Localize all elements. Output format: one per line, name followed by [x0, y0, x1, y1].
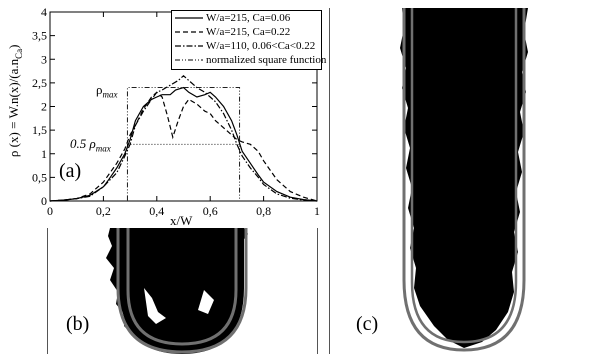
series-line — [49, 74, 318, 202]
y-tick-label: 4 — [41, 5, 47, 19]
legend-entry: W/a=215, Ca=0.06 — [172, 11, 321, 25]
series-line — [49, 91, 318, 202]
x-tick-label: 0,8 — [256, 204, 271, 218]
y-tick-label: 3 — [41, 52, 47, 66]
y-tick-label: 2 — [41, 100, 47, 114]
x-tick-label: 0,4 — [149, 204, 164, 218]
x-tick-label: 0 — [47, 204, 53, 218]
panel-label-a: (a) — [59, 160, 82, 182]
series-line — [50, 87, 317, 202]
panel-label-c: (c) — [356, 313, 379, 335]
finger-image-b — [106, 228, 248, 354]
legend-entry: W/a=215, Ca=0.22 — [172, 25, 321, 39]
profile-chart: 0 0,2 0,4 0,6 0,8 1 0 0,5 1 1,5 2 2,5 3 3,5 4 — [32, 5, 320, 218]
legend-label: W/a=215, Ca=0.06 — [206, 12, 291, 24]
x-tick-label: 1 — [314, 204, 320, 218]
series-line — [49, 86, 318, 202]
rho-max-annotation: ρmax — [96, 82, 118, 100]
y-tick-label: 0,5 — [32, 170, 47, 184]
y-axis-label: ρ (x) = W.n(x)/(a.nCa) — [6, 44, 24, 158]
finger-image-c — [400, 8, 528, 352]
legend-entry: W/a=110, 0.06<Ca<0.22 — [172, 39, 321, 53]
y-tick-label: 3,5 — [32, 29, 47, 43]
y-tick-label: 0 — [41, 194, 47, 208]
x-axis-label: x/W — [170, 213, 193, 228]
panel-c-left-border — [329, 8, 330, 354]
legend-entry: normalized square function — [172, 53, 326, 67]
x-tick-label: 0,2 — [96, 204, 111, 218]
panel-b-left-border — [47, 228, 48, 354]
y-tick-label: 1 — [41, 147, 47, 161]
x-tick-label: 0,6 — [203, 204, 218, 218]
half-rho-max-annotation: 0.5 ρmax — [70, 136, 111, 154]
legend: W/a=215, Ca=0.06 W/a=215, Ca=0.22 W/a=11… — [171, 10, 326, 70]
panel-label-b: (b) — [66, 313, 90, 335]
legend-label: W/a=215, Ca=0.22 — [206, 26, 291, 38]
panel-b-right-border — [317, 228, 318, 354]
y-tick-label: 1,5 — [32, 123, 47, 137]
legend-label: W/a=110, 0.06<Ca<0.22 — [206, 40, 316, 52]
legend-label: normalized square function — [206, 54, 327, 66]
y-tick-label: 2,5 — [32, 76, 47, 90]
